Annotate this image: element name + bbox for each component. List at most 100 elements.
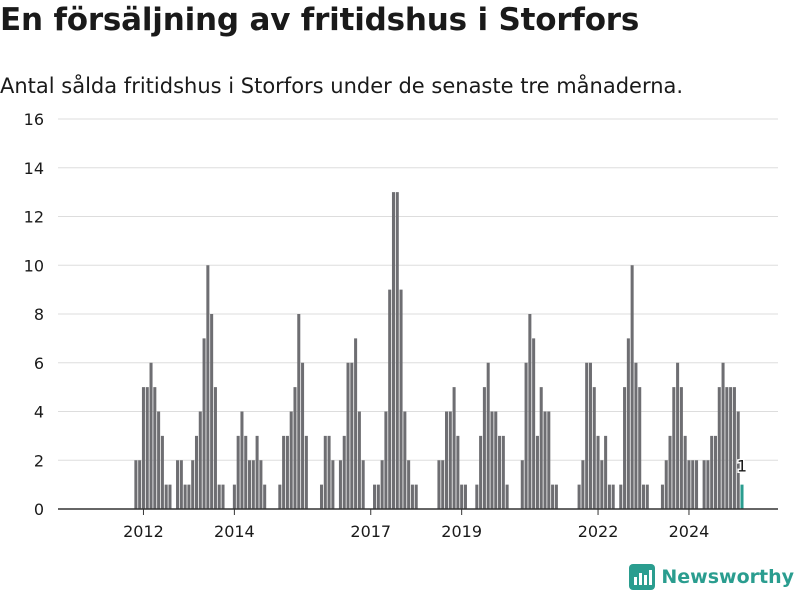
bar xyxy=(259,460,263,509)
bar xyxy=(255,435,259,509)
bar xyxy=(304,435,308,509)
bar xyxy=(437,460,441,509)
bar xyxy=(331,460,335,509)
x-tick-label: 2012 xyxy=(123,522,164,541)
bar xyxy=(407,460,411,509)
bar xyxy=(607,484,611,509)
bar xyxy=(399,289,403,509)
x-tick-label: 2024 xyxy=(669,522,710,541)
bar xyxy=(293,387,297,509)
bar xyxy=(645,484,649,509)
bar xyxy=(445,411,449,509)
bar xyxy=(524,362,528,509)
bar xyxy=(460,484,464,509)
highlight-data-label: 1 xyxy=(737,457,747,476)
bar xyxy=(202,338,206,509)
bar xyxy=(138,460,142,509)
bars xyxy=(134,192,744,509)
bar xyxy=(729,387,733,509)
bar xyxy=(410,484,414,509)
bar xyxy=(619,484,623,509)
bar xyxy=(263,484,267,509)
bar xyxy=(213,387,217,509)
x-tick-label: 2019 xyxy=(441,522,482,541)
bar xyxy=(282,435,286,509)
bar xyxy=(456,435,460,509)
bar xyxy=(380,460,384,509)
bar xyxy=(278,484,282,509)
bar xyxy=(194,435,199,509)
bar xyxy=(179,460,183,509)
bar xyxy=(168,484,172,509)
brand-name: Newsworthy xyxy=(661,566,794,588)
bar xyxy=(384,411,388,509)
bar xyxy=(373,484,377,509)
bar xyxy=(448,411,452,509)
bar xyxy=(498,435,502,509)
bar xyxy=(285,435,289,509)
bar xyxy=(630,265,634,509)
bar xyxy=(403,411,407,509)
annotations: 1 xyxy=(735,455,748,477)
y-axis-ticks: 0 2 4 6 8 10 12 14 16 xyxy=(24,110,44,519)
bar xyxy=(547,411,551,509)
bar xyxy=(505,484,509,509)
bar xyxy=(414,484,418,509)
bar xyxy=(354,338,358,509)
bar xyxy=(176,460,180,509)
bar xyxy=(725,387,729,509)
bar xyxy=(482,387,486,509)
bar xyxy=(691,460,695,509)
y-tick-label: 4 xyxy=(34,403,44,422)
bar xyxy=(532,338,536,509)
bar xyxy=(528,314,532,509)
bar xyxy=(391,192,395,509)
bar xyxy=(611,484,615,509)
bar xyxy=(479,435,483,509)
bar xyxy=(713,435,717,509)
bar xyxy=(301,362,305,509)
bar xyxy=(539,387,543,509)
bar xyxy=(198,411,202,509)
bar xyxy=(596,435,600,509)
gridlines xyxy=(58,118,778,461)
bar xyxy=(588,362,592,509)
bar xyxy=(543,411,547,509)
bar xyxy=(319,484,324,509)
bar xyxy=(706,460,710,509)
bar xyxy=(463,484,467,509)
bar xyxy=(494,411,498,509)
bar xyxy=(346,362,350,509)
bar xyxy=(623,387,627,509)
bar xyxy=(702,460,706,509)
bar xyxy=(721,362,725,509)
bar xyxy=(634,362,638,509)
x-tick-label: 2022 xyxy=(578,522,619,541)
bar xyxy=(357,411,361,509)
bar xyxy=(592,387,596,509)
bar xyxy=(248,460,252,509)
bar xyxy=(157,411,161,509)
bar xyxy=(251,460,255,509)
bar xyxy=(141,387,145,509)
bar xyxy=(626,338,630,509)
bar xyxy=(638,387,642,509)
x-tick-label: 2017 xyxy=(350,522,391,541)
bar xyxy=(520,460,524,509)
bar xyxy=(600,460,604,509)
bar xyxy=(240,411,244,509)
bar xyxy=(191,460,195,509)
y-tick-label: 0 xyxy=(34,500,44,519)
bar xyxy=(710,435,714,509)
bar xyxy=(717,387,721,509)
bar xyxy=(164,484,168,509)
bar xyxy=(327,435,331,509)
y-tick-label: 16 xyxy=(24,110,44,129)
bar xyxy=(342,435,346,509)
bar xyxy=(535,435,539,509)
bar xyxy=(350,362,354,509)
y-tick-label: 8 xyxy=(34,305,44,324)
bar xyxy=(289,411,293,509)
bar xyxy=(668,435,672,509)
